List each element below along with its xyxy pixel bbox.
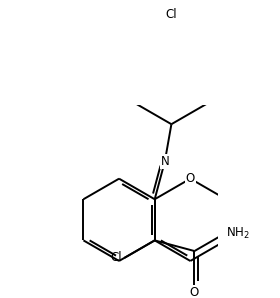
Text: N: N (160, 155, 169, 168)
Text: NH$_2$: NH$_2$ (227, 226, 250, 241)
Text: Cl: Cl (165, 8, 177, 21)
Text: Cl: Cl (111, 252, 122, 264)
Text: O: O (190, 286, 199, 298)
Text: O: O (186, 172, 195, 185)
